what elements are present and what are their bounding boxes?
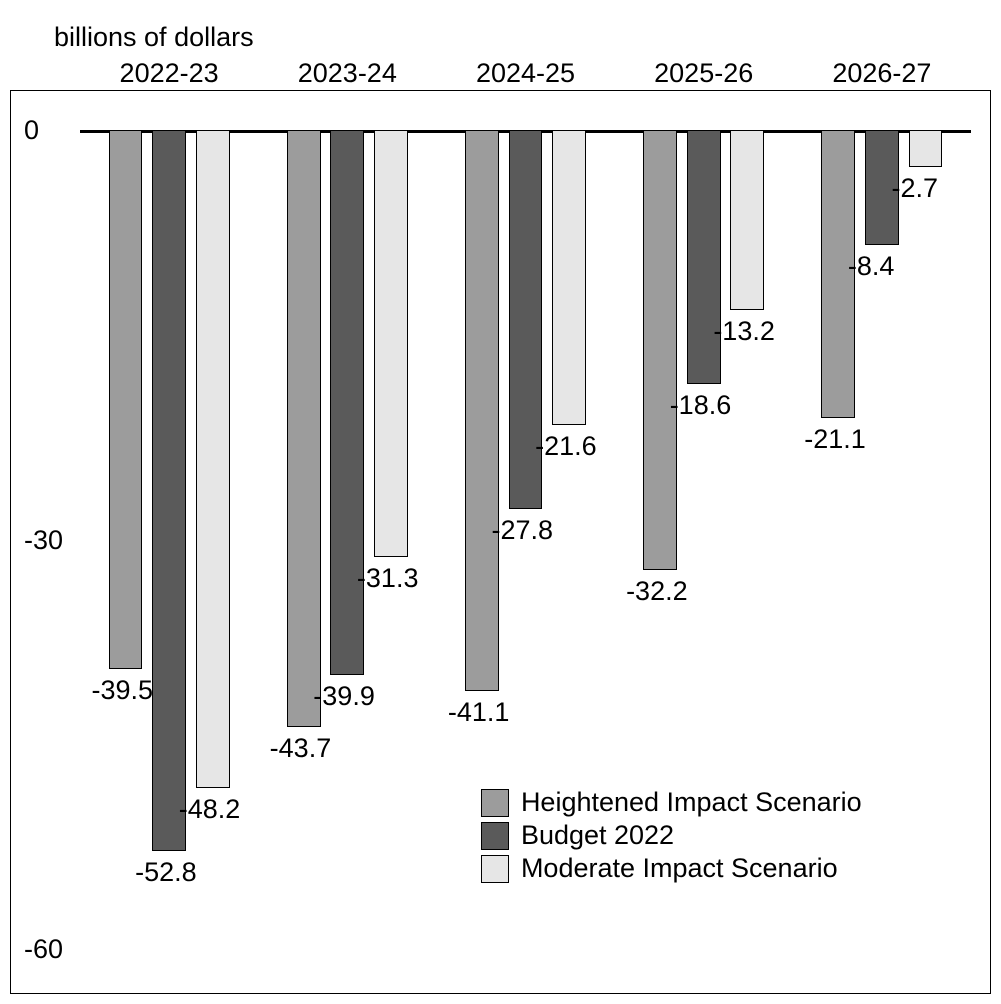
bar-value-label: -31.3 (357, 563, 419, 594)
bar-value-label: -41.1 (448, 697, 510, 728)
legend-swatch (481, 855, 509, 883)
category-label: 2022-23 (99, 58, 239, 89)
bar-value-label: -32.2 (626, 576, 688, 607)
chart-container: billions of dollars -39.5 -52.8 -48.2 -43.7… (0, 0, 1001, 1004)
bar-value-label: -13.2 (713, 316, 775, 347)
bar-value-label: -2.7 (892, 173, 939, 204)
bar-value-label: -8.4 (848, 251, 895, 282)
category-label: 2026-27 (812, 58, 952, 89)
bar (374, 130, 408, 557)
bar (109, 130, 143, 669)
bar-value-label: -52.8 (135, 857, 197, 888)
legend: Heightened Impact ScenarioBudget 2022Mod… (481, 785, 862, 886)
legend-item: Budget 2022 (481, 820, 862, 851)
bar (552, 130, 586, 425)
category-label: 2025-26 (634, 58, 774, 89)
y-tick-label: -60 (24, 934, 63, 965)
legend-item: Moderate Impact Scenario (481, 853, 862, 884)
y-axis-label: billions of dollars (54, 22, 254, 53)
bar-value-label: -48.2 (179, 794, 241, 825)
bar (196, 130, 230, 788)
legend-swatch (481, 789, 509, 817)
legend-label: Heightened Impact Scenario (521, 787, 862, 818)
legend-swatch (481, 822, 509, 850)
bar-value-label: -39.5 (91, 675, 153, 706)
bar-value-label: -43.7 (270, 733, 332, 764)
bar-value-label: -18.6 (670, 390, 732, 421)
bar-value-label: -21.6 (535, 431, 597, 462)
bar-value-label: -21.1 (804, 424, 866, 455)
bar (909, 130, 943, 167)
legend-label: Moderate Impact Scenario (521, 853, 838, 884)
bar (643, 130, 677, 570)
y-tick-label: 0 (24, 115, 39, 146)
bar (465, 130, 499, 691)
y-tick-label: -30 (24, 525, 63, 556)
legend-item: Heightened Impact Scenario (481, 787, 862, 818)
bar-value-label: -27.8 (492, 515, 554, 546)
category-label: 2023-24 (277, 58, 417, 89)
bar-value-label: -39.9 (313, 681, 375, 712)
bar (152, 130, 186, 851)
bar (730, 130, 764, 310)
category-label: 2024-25 (456, 58, 596, 89)
legend-label: Budget 2022 (521, 820, 674, 851)
bar (287, 130, 321, 727)
